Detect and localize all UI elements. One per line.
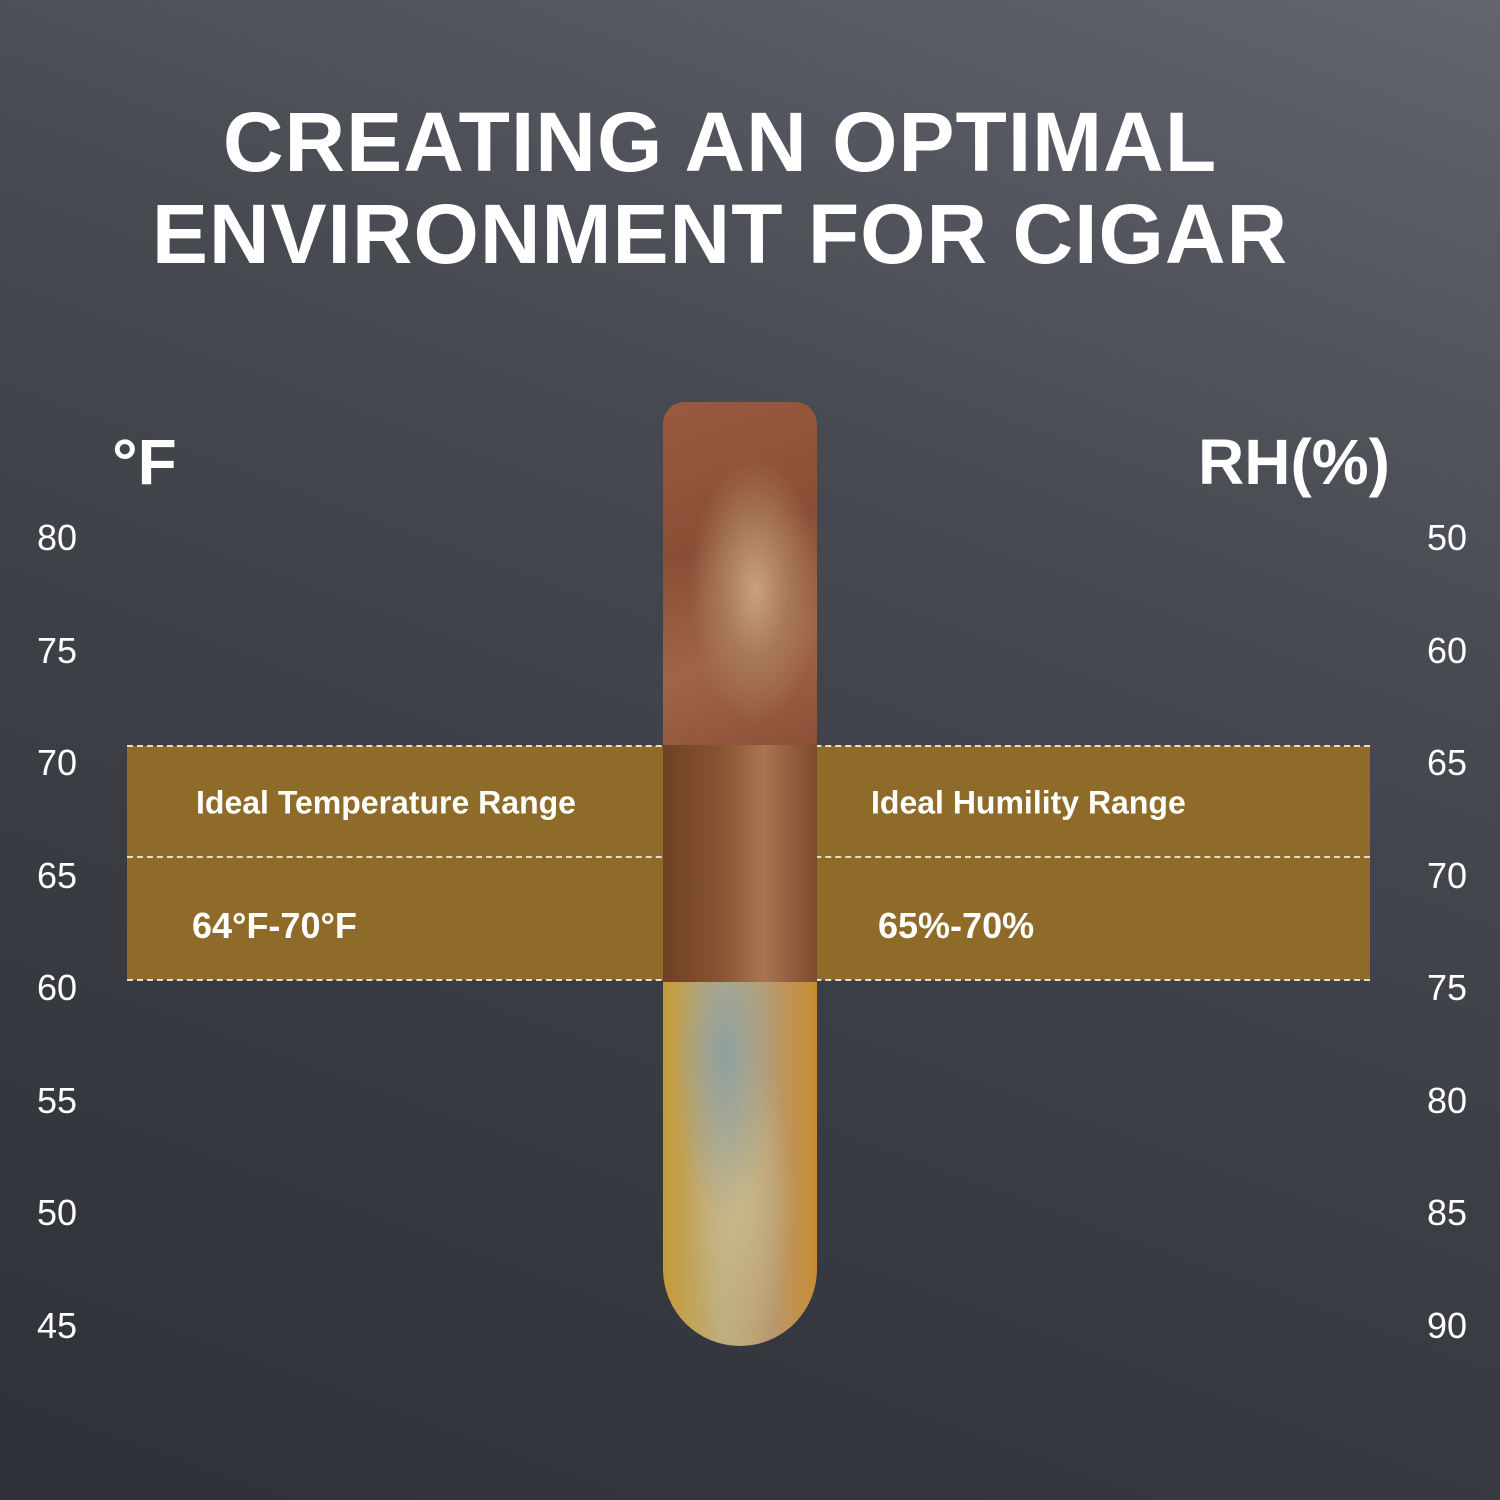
humidity-tick-label: 70 [1426,854,1468,896]
temperature-range-value: 64°F-70°F [192,905,357,946]
temperature-tick-label: 60 [36,967,78,1008]
humidity-unit: RH(%) [1198,426,1390,498]
temperature-tick-label: 45 [36,1304,78,1346]
humidity-tick-label: 50 [1426,517,1468,558]
humidity-range-value: 65%-70% [878,905,1035,946]
temperature-tick-label: 70 [36,742,78,783]
temperature-tick-label: 65 [36,854,78,896]
humidity-tick-label: 65 [1426,742,1468,783]
temperature-tick-label: 80 [36,517,78,558]
humidity-tick-label: 85 [1426,1192,1468,1233]
humidity-tick-label: 75 [1426,967,1468,1008]
cigar-wrapper-bottom [663,982,817,1346]
headline-line-1: CREATING AN OPTIMAL [222,95,1218,189]
headline-line-2: ENVIRONMENT FOR CIGAR [151,187,1289,281]
temperature-tick-label: 75 [36,629,78,671]
cigar-wrapper-top [663,402,817,745]
cigar-image [663,402,817,1346]
humidity-range-label: Ideal Humility Range [871,784,1186,821]
cigar-wrapper-middle [663,745,817,982]
temperature-range-label: Ideal Temperature Range [196,784,576,821]
temperature-unit: °F [112,426,177,498]
humidity-tick-label: 90 [1426,1304,1468,1346]
temperature-tick-label: 55 [36,1079,78,1121]
humidity-tick-label: 80 [1426,1079,1468,1121]
temperature-tick-label: 50 [36,1192,78,1233]
humidity-tick-label: 60 [1426,629,1468,671]
